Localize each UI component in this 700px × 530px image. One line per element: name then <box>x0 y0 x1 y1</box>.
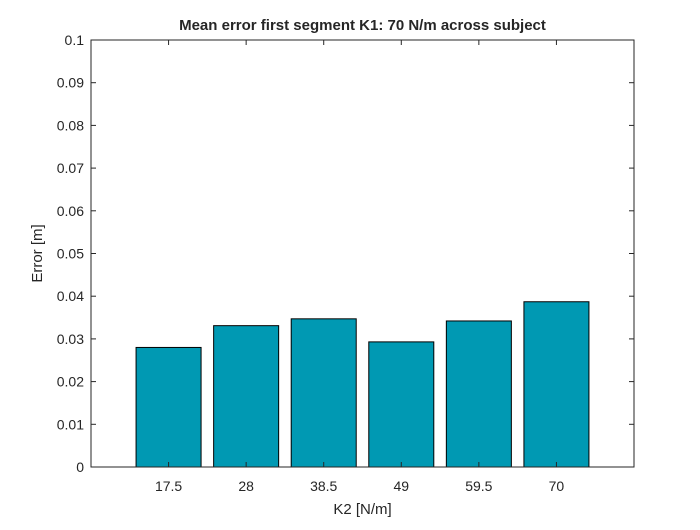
bar-28 <box>213 325 280 468</box>
y-tick-label: 0 <box>76 459 84 475</box>
x-tick-label: 59.5 <box>465 478 492 494</box>
y-tick-label: 0.02 <box>57 374 84 390</box>
bar-70 <box>523 301 590 468</box>
y-tick-label: 0.01 <box>57 416 84 432</box>
y-tick-label: 0.03 <box>57 331 84 347</box>
y-tick-label: 0.06 <box>57 203 84 219</box>
x-axis-label: K2 [N/m] <box>333 501 391 518</box>
y-tick-label: 0.1 <box>65 32 85 48</box>
y-tick-label: 0.07 <box>57 160 84 176</box>
axes-box <box>90 39 635 468</box>
y-tick-label: 0.08 <box>57 117 84 133</box>
y-tick-label: 0.09 <box>57 75 84 91</box>
y-tick-label: 0.05 <box>57 246 84 262</box>
y-ticks-group: 0 0.01 0.02 0.03 0.04 0.05 0.06 0.07 0.08 0.09 0.1 <box>57 32 634 475</box>
bar-38.5 <box>290 318 357 468</box>
y-tick-label: 0.04 <box>57 288 84 304</box>
x-tick-label: 70 <box>549 478 565 494</box>
chart-title: Mean error first segment K1: 70 N/m acro… <box>179 17 546 34</box>
bar-49 <box>368 341 435 468</box>
x-tick-label: 49 <box>393 478 409 494</box>
x-tick-label: 38.5 <box>310 478 337 494</box>
bar-17.5 <box>135 346 202 468</box>
bar-59.5 <box>445 320 512 468</box>
x-tick-label: 28 <box>238 478 254 494</box>
x-tick-label: 17.5 <box>155 478 182 494</box>
bars-group <box>135 301 590 468</box>
x-ticks-group: 17.5 28 38.5 49 59.5 70 <box>155 40 564 494</box>
y-axis-label: Error [m] <box>29 224 46 282</box>
